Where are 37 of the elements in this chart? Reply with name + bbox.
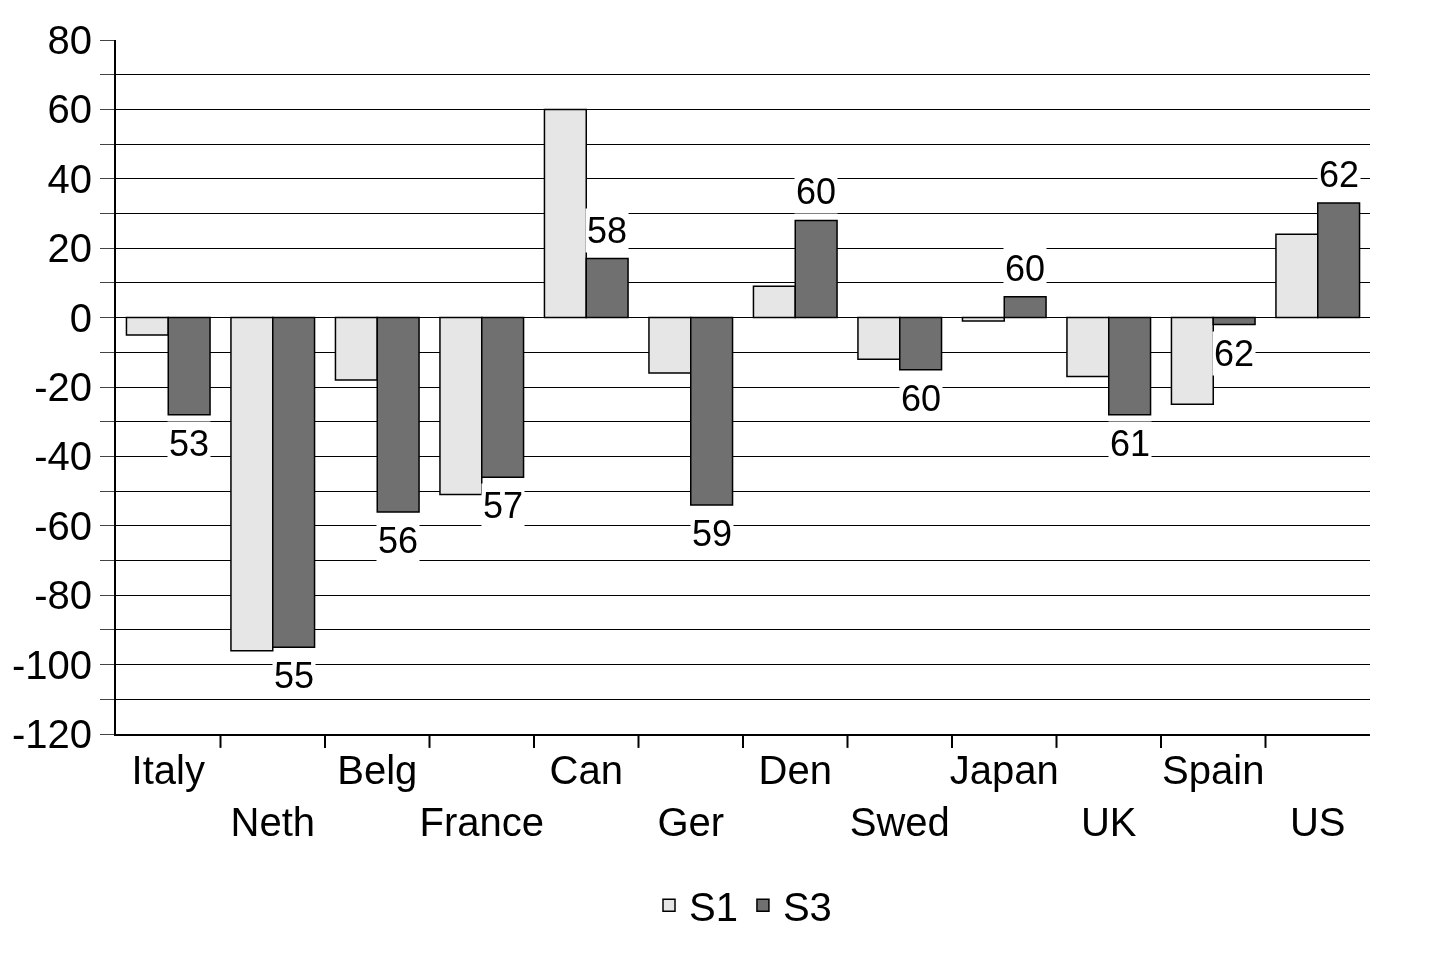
x-tick-label: Belg [337, 748, 418, 792]
annotation: 62 [1319, 154, 1360, 195]
y-tick-label: 40 [47, 156, 92, 201]
x-tick-label: Den [758, 748, 832, 792]
annotation: 57 [483, 485, 524, 526]
annotation: 56 [378, 520, 419, 561]
y-tick-label: 80 [47, 18, 92, 62]
legend-label: S1 [689, 884, 738, 929]
x-tick-label: US [1289, 800, 1346, 844]
x-tick-label: Ger [657, 800, 725, 844]
y-tick-label: 20 [47, 226, 92, 271]
x-tick-label: Spain [1162, 748, 1265, 792]
y-tick-label: -100 [11, 642, 92, 687]
x-tick-label: Swed [849, 800, 950, 844]
legend-label: S3 [782, 884, 832, 929]
annotation: 60 [1005, 248, 1046, 289]
annotation: 53 [169, 423, 210, 464]
y-tick-label: -40 [34, 434, 92, 479]
y-tick-label: -120 [11, 712, 92, 756]
annotation: 58 [587, 210, 628, 251]
annotation: 62 [1214, 333, 1255, 374]
y-tick-label: 0 [69, 295, 92, 340]
x-tick-label: Can [549, 748, 623, 792]
x-tick-label: France [419, 800, 544, 844]
x-tick-label: Neth [230, 800, 315, 844]
y-tick-label: 60 [47, 87, 92, 132]
annotation: 59 [692, 513, 733, 554]
y-tick-label: -60 [34, 503, 92, 548]
annotation: 60 [901, 378, 942, 419]
annotation: 61 [1110, 423, 1151, 464]
x-tick-label: Italy [131, 748, 205, 792]
x-tick-label: Japan [949, 748, 1059, 792]
annotation: 55 [274, 655, 315, 696]
y-tick-label: -80 [34, 573, 92, 618]
y-tick-label: -20 [34, 365, 92, 409]
annotation: 60 [796, 171, 837, 212]
x-tick-label: UK [1080, 800, 1137, 844]
